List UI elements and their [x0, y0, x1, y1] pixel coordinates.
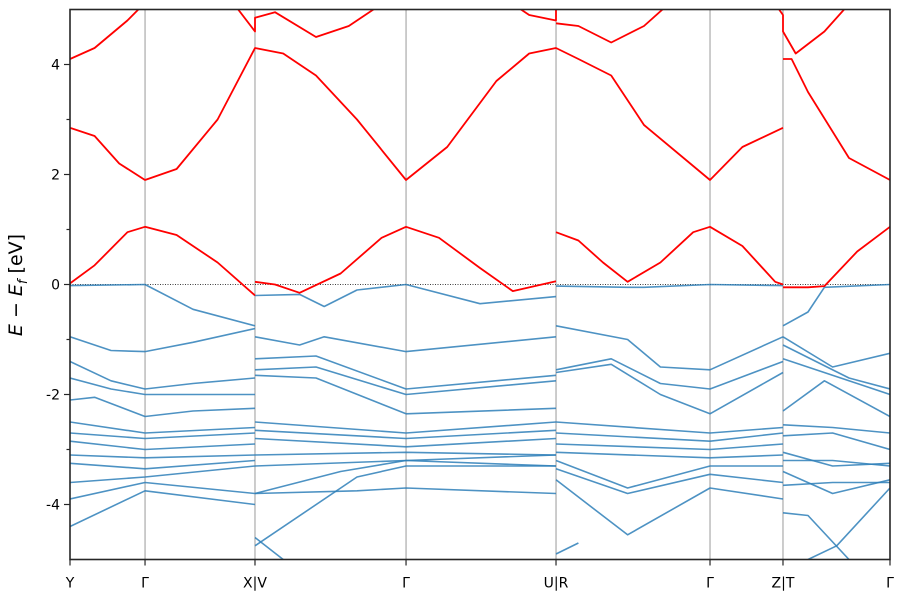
y-tick-label: -2 — [46, 388, 60, 404]
valence-band — [782, 358, 890, 396]
conduction-band — [519, 9, 557, 22]
y-tick-label: -4 — [46, 498, 60, 514]
valence-band — [254, 366, 557, 396]
valence-band — [254, 374, 557, 415]
conduction-band — [783, 226, 890, 289]
valence-band — [782, 481, 890, 487]
valence-band — [555, 363, 784, 415]
valence-bands — [70, 283, 890, 560]
valence-band — [555, 459, 783, 489]
x-tick-label: Γ — [706, 576, 714, 592]
valence-band — [70, 396, 256, 418]
x-tick-label: Γ — [141, 576, 149, 592]
x-tick-label: Γ — [886, 576, 894, 592]
valence-band — [70, 327, 256, 353]
valence-band — [70, 489, 256, 528]
y-tick-label: 2 — [51, 168, 60, 184]
valence-band — [70, 454, 256, 459]
valence-band — [782, 379, 890, 418]
valence-band — [782, 512, 850, 560]
valence-band — [555, 479, 784, 536]
valence-band — [782, 424, 890, 434]
x-tick-label: U|R — [544, 576, 569, 592]
conduction-band — [70, 225, 256, 297]
conduction-band — [254, 225, 557, 294]
valence-band — [555, 357, 784, 390]
valence-band — [254, 465, 556, 547]
valence-band — [70, 421, 256, 434]
valence-band — [70, 440, 256, 451]
valence-band — [70, 283, 256, 327]
valence-band — [555, 451, 784, 459]
valence-band — [783, 459, 890, 467]
y-axis-label: E − Ef [eV] — [5, 234, 31, 336]
valence-band — [555, 421, 784, 434]
conduction-band — [70, 47, 784, 181]
conduction-band — [70, 9, 140, 60]
x-tick-label: Γ — [402, 576, 410, 592]
x-axis-ticks: Y Γ X|V Γ U|R Γ Z|T Γ — [65, 559, 894, 592]
valence-band — [254, 437, 557, 448]
valence-band — [254, 335, 557, 353]
x-tick-label: Y — [65, 576, 75, 592]
x-tick-label: Z|T — [772, 576, 795, 592]
valence-band — [782, 470, 890, 495]
valence-band — [70, 360, 256, 390]
conduction-band — [555, 225, 784, 286]
conduction-band — [777, 9, 846, 55]
valence-band — [254, 283, 557, 308]
valence-band — [555, 283, 784, 289]
valence-band — [254, 355, 557, 390]
valence-band — [70, 465, 256, 484]
x-tick-label: X|V — [243, 576, 267, 592]
y-tick-label: 4 — [51, 58, 60, 74]
y-tick-label: 0 — [51, 278, 60, 294]
conduction-band — [555, 9, 664, 44]
valence-band — [782, 344, 890, 390]
valence-band — [254, 421, 557, 434]
valence-band — [70, 481, 256, 500]
conduction-band — [237, 9, 376, 38]
valence-band — [70, 459, 256, 470]
valence-band — [254, 451, 557, 456]
valence-band — [555, 443, 784, 451]
conduction-bands — [70, 9, 890, 297]
valence-band — [555, 542, 579, 555]
valence-band — [555, 432, 784, 443]
conduction-band — [783, 58, 890, 181]
valence-band — [70, 432, 256, 440]
valence-band — [254, 536, 284, 560]
valence-band — [782, 336, 890, 368]
valence-band — [555, 325, 784, 371]
valence-band — [254, 487, 557, 495]
valence-band — [782, 283, 890, 327]
valence-band — [254, 454, 557, 495]
y-axis-ticks: -4 -2 0 2 4 — [46, 58, 70, 514]
valence-band — [555, 468, 784, 495]
valence-band — [782, 432, 890, 451]
valence-band — [807, 487, 890, 560]
valence-band — [70, 377, 255, 396]
valence-band — [254, 429, 557, 440]
